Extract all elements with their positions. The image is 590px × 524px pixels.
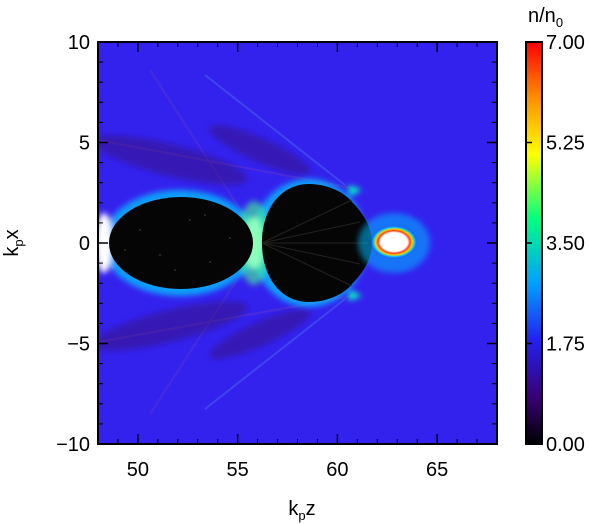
sheath-spike [348,185,362,196]
speckle [204,214,206,216]
speckle [159,254,161,256]
speckle [189,219,191,221]
colorbar-title: n/n0 [528,5,563,30]
y-axis: 10 5 0 −5 −10 [56,32,497,456]
wake-stripe [204,74,346,186]
dark-wake-patches [98,125,311,359]
sheath-spike [348,290,362,301]
dark-wake-patch [98,135,248,185]
speckle [209,261,211,263]
interior-ray [261,242,353,287]
y-tick-label: 5 [79,133,90,155]
speckle [174,269,176,271]
dark-wake-patch [209,309,311,359]
x-axis-label: kpz [288,498,315,523]
x-tick-label: 50 [127,459,149,481]
colorbar: n/n0 7.00 5.25 3.50 1.75 0.00 [525,5,585,456]
first-bubble [109,197,253,289]
sheath-bubble-junction [238,201,270,285]
interior-ray [261,199,353,244]
colorbar-tick-label: 0.00 [546,434,585,456]
colorbar-tick-label: 7.00 [546,32,585,54]
x-axis: 50 55 60 65 [97,42,498,481]
dark-wake-patch [209,125,311,175]
dark-wake-patch [98,301,248,351]
wake-stripe [204,298,346,410]
y-tick-label: 10 [68,32,90,54]
colorbar-ticks: 7.00 5.25 3.50 1.75 0.00 [526,32,585,456]
speckle [124,249,126,251]
speckle [139,229,141,231]
colorbar-tick-label: 1.75 [546,334,585,356]
interior-ray [261,242,361,265]
y-axis-label: kpx [1,229,26,256]
driver-bunch-core [380,233,408,251]
colorbar-tick-label: 3.50 [546,233,585,255]
bubble-speckle [124,214,231,271]
y-tick-label: −10 [56,434,90,456]
plot-area [98,42,497,444]
speckle [229,237,231,239]
y-tick-label: −5 [67,334,90,356]
x-tick-label: 60 [326,459,348,481]
colorbar-tick-label: 5.25 [546,133,585,155]
x-tick-label: 55 [227,459,249,481]
bubble-interior-rays [261,199,368,287]
y-tick-label: 0 [79,233,90,255]
interior-ray [261,221,361,244]
x-tick-label: 65 [426,459,448,481]
